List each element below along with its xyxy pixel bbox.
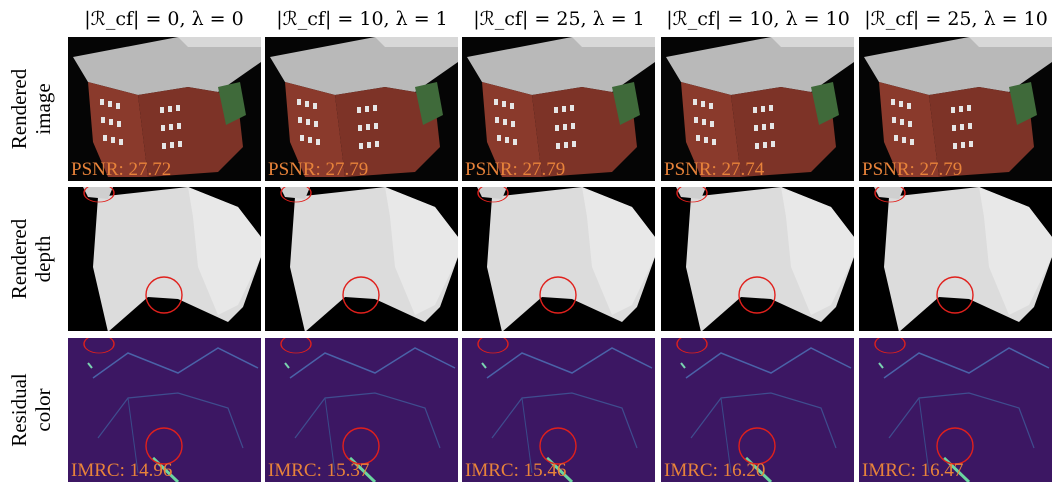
- rendered-image-tile-2: PSNR: 27.79: [265, 37, 458, 181]
- column-header-4: |ℛ_cf| = 10, λ = 10: [666, 8, 850, 30]
- imrc-label: IMRC: 16.47: [862, 460, 964, 481]
- imrc-label: IMRC: 15.46: [465, 460, 567, 481]
- column-header-1: |ℛ_cf| = 0, λ = 0: [84, 8, 244, 30]
- rendered-depth-tile-3: [462, 187, 655, 331]
- residual-color-tile-4: IMRC: 16.20: [661, 338, 854, 482]
- row-label-rendered-depth: Rendered depth: [7, 218, 55, 300]
- imrc-label: IMRC: 16.20: [664, 460, 766, 481]
- row-label-rendered-image: Rendered image: [7, 68, 55, 150]
- psnr-label: PSNR: 27.79: [465, 159, 566, 180]
- column-header-3: |ℛ_cf| = 25, λ = 1: [473, 8, 645, 30]
- residual-color-tile-1: IMRC: 14.96: [68, 338, 261, 482]
- rendered-depth-tile-4: [661, 187, 854, 331]
- residual-color-tile-3: IMRC: 15.46: [462, 338, 655, 482]
- rendered-image-tile-1: PSNR: 27.72: [68, 37, 261, 181]
- column-header-2: |ℛ_cf| = 10, λ = 1: [276, 8, 448, 30]
- psnr-label: PSNR: 27.79: [268, 159, 369, 180]
- psnr-label: PSNR: 27.79: [862, 159, 963, 180]
- rendered-depth-tile-1: [68, 187, 261, 331]
- rendered-image-tile-4: PSNR: 27.74: [661, 37, 854, 181]
- rendered-depth-tile-5: [859, 187, 1052, 331]
- imrc-label: IMRC: 15.37: [268, 460, 370, 481]
- column-header-5: |ℛ_cf| = 25, λ = 10: [864, 8, 1048, 30]
- psnr-label: PSNR: 27.74: [664, 159, 765, 180]
- imrc-label: IMRC: 14.96: [71, 460, 173, 481]
- rendered-image-tile-3: PSNR: 27.79: [462, 37, 655, 181]
- psnr-label: PSNR: 27.72: [71, 159, 172, 180]
- row-label-residual-color: Residual color: [7, 373, 55, 447]
- residual-color-tile-5: IMRC: 16.47: [859, 338, 1052, 482]
- rendered-image-tile-5: PSNR: 27.79: [859, 37, 1052, 181]
- rendered-depth-tile-2: [265, 187, 458, 331]
- residual-color-tile-2: IMRC: 15.37: [265, 338, 458, 482]
